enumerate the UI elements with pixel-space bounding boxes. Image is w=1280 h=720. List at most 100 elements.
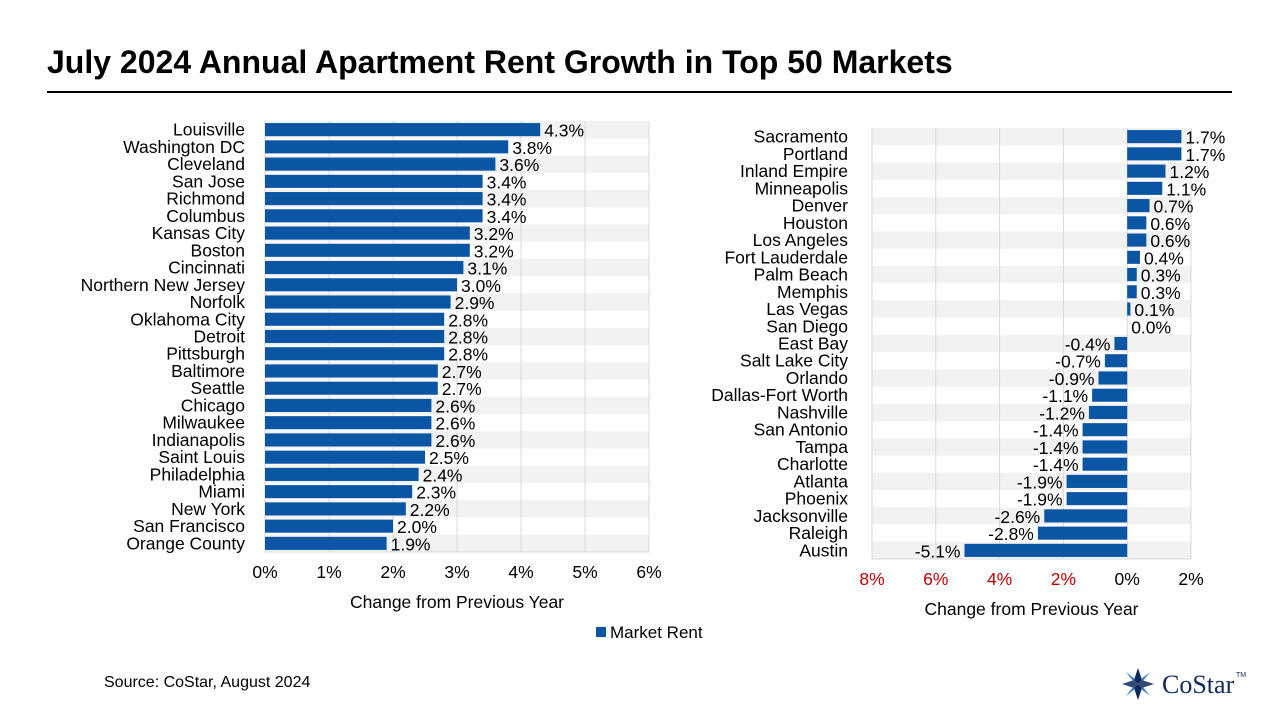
row-stripe [872, 265, 1191, 284]
category-label: Tampa [795, 437, 848, 457]
x-tick-label: 0% [252, 562, 277, 582]
row-stripe [872, 128, 1191, 146]
value-label: 3.6% [499, 155, 539, 175]
bar [1082, 457, 1128, 471]
bar [265, 416, 432, 430]
value-label: -0.9% [1049, 369, 1095, 389]
costar-logo: CoStar TM [1120, 664, 1250, 704]
category-label: Boston [191, 240, 245, 260]
bar [265, 278, 457, 292]
value-label: -1.4% [1033, 455, 1079, 475]
value-label: 2.4% [423, 465, 463, 485]
legend: Market Rent [596, 623, 703, 642]
x-tick-label: 4% [508, 562, 533, 582]
category-label: Kansas City [152, 223, 246, 243]
value-label: -1.2% [1039, 403, 1085, 423]
value-label: 3.4% [487, 172, 527, 192]
category-label: Washington DC [123, 137, 245, 157]
bar [1127, 267, 1137, 282]
category-label: Denver [792, 196, 849, 216]
bar [265, 329, 445, 344]
x-tick-label: 8% [859, 569, 884, 589]
costar-wordmark: CoStar [1162, 670, 1235, 699]
x-axis-title: Change from Previous Year [924, 599, 1138, 619]
value-label: 2.0% [397, 517, 437, 537]
value-label: -2.6% [995, 507, 1041, 527]
x-axis-title: Change from Previous Year [350, 592, 564, 612]
bar [1066, 492, 1128, 506]
category-label: Cincinnati [168, 258, 245, 278]
bar [1127, 216, 1147, 230]
row-stripe [872, 334, 1191, 353]
value-label: 2.7% [442, 379, 482, 399]
category-label: Los Angeles [753, 230, 849, 250]
value-label: -5.1% [915, 541, 961, 561]
x-tick-label: 4% [987, 569, 1012, 589]
row-stripe [872, 196, 1191, 215]
value-label: 1.1% [1166, 179, 1206, 199]
category-label: San Antonio [754, 420, 848, 440]
bar [1127, 164, 1166, 178]
row-stripe [872, 231, 1191, 249]
bar [265, 347, 445, 361]
value-label: 2.5% [429, 448, 469, 468]
value-label: 2.7% [442, 362, 482, 382]
bar [1127, 285, 1137, 299]
value-label: 2.8% [448, 345, 488, 365]
source-note: Source: CoStar, August 2024 [104, 674, 311, 691]
category-label: Saint Louis [158, 447, 245, 467]
value-label: 2.3% [416, 483, 456, 503]
category-label: East Bay [778, 334, 848, 354]
legend-label: Market Rent [610, 623, 703, 642]
value-label: 2.9% [455, 293, 495, 313]
x-tick-label: 5% [572, 562, 597, 582]
value-label: -2.8% [988, 524, 1034, 544]
value-label: -0.7% [1055, 352, 1101, 372]
bar [1127, 130, 1182, 144]
bar [265, 123, 541, 137]
bar [265, 536, 387, 550]
bar [1066, 474, 1128, 488]
x-tick-label: 0% [1115, 569, 1140, 589]
bar [265, 467, 419, 481]
bar [265, 295, 451, 309]
value-label: -0.4% [1065, 335, 1111, 355]
bar [265, 433, 432, 447]
category-label: Fort Lauderdale [724, 247, 848, 267]
category-label: Columbus [166, 206, 245, 226]
category-label: Baltimore [171, 361, 245, 381]
bar [265, 174, 483, 188]
category-label: Atlanta [794, 471, 849, 491]
category-label: Seattle [191, 378, 245, 398]
value-label: 3.2% [474, 241, 514, 261]
right-bar-chart: Sacramento 1.7% Portland 1.7% Inland Empire 1… [711, 127, 1225, 619]
category-label: Oklahoma City [130, 309, 245, 329]
category-label: Indianapolis [152, 430, 246, 450]
value-label: -1.9% [1017, 472, 1063, 492]
value-label: 0.6% [1150, 231, 1190, 251]
bar [265, 260, 464, 275]
row-stripe [872, 403, 1191, 422]
category-label: Phoenix [785, 489, 848, 509]
category-label: Miami [198, 482, 245, 502]
bar [265, 209, 483, 223]
category-label: Portland [783, 144, 848, 164]
category-label: Louisville [173, 120, 245, 140]
category-label: Chicago [181, 395, 245, 415]
category-label: Orlando [786, 368, 848, 388]
bar [265, 243, 470, 257]
category-label: Cleveland [167, 154, 245, 174]
value-label: 2.6% [435, 396, 475, 416]
value-label: 2.8% [448, 328, 488, 348]
value-label: 3.8% [512, 138, 552, 158]
bar [265, 192, 483, 206]
category-label: Milwaukee [162, 413, 245, 433]
value-label: -1.1% [1042, 386, 1088, 406]
x-tick-label: 6% [636, 562, 661, 582]
category-label: Salt Lake City [740, 351, 848, 371]
category-label: Pittsburgh [166, 344, 245, 364]
title-divider [47, 91, 1232, 93]
value-label: 3.1% [467, 259, 507, 279]
bar [1082, 423, 1128, 437]
value-label: 3.4% [487, 190, 527, 210]
